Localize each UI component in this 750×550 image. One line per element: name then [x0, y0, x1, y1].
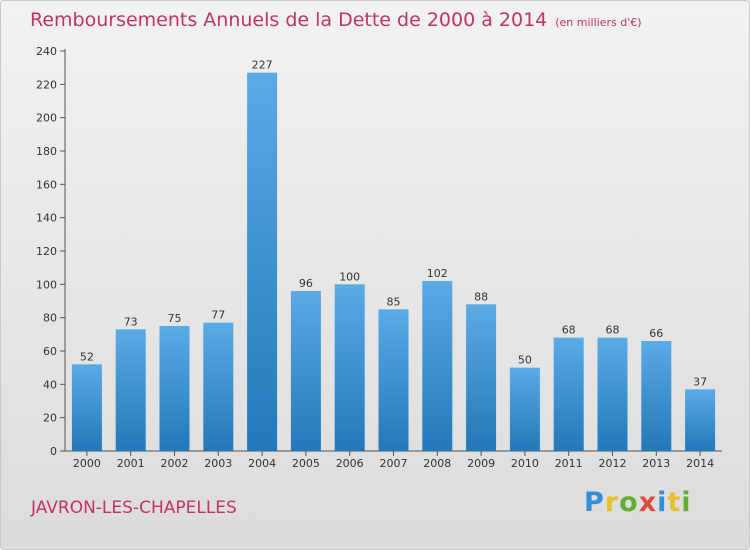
bar	[685, 389, 716, 451]
y-tick-label: 220	[36, 78, 57, 91]
bar	[422, 281, 453, 451]
x-tick-label: 2012	[599, 457, 627, 470]
bar	[71, 364, 102, 451]
bar	[247, 72, 278, 452]
municipality-name: JAVRON-LES-CHAPELLES	[31, 498, 237, 518]
y-tick-label: 60	[43, 345, 57, 358]
data-label: 37	[693, 375, 707, 388]
bar	[641, 341, 672, 451]
data-label: 50	[518, 354, 532, 367]
bar	[159, 326, 190, 451]
x-tick-label: 2005	[292, 457, 320, 470]
chart-title: Remboursements Annuels de la Dette de 20…	[30, 9, 642, 31]
y-tick-label: 160	[36, 178, 57, 191]
x-tick-label: 2002	[161, 457, 189, 470]
x-tick-label: 2011	[555, 457, 583, 470]
x-tick-label: 2001	[117, 457, 145, 470]
y-tick-label: 200	[36, 112, 57, 125]
data-label: 88	[474, 290, 488, 303]
bar	[334, 284, 365, 451]
x-tick-label: 2014	[686, 457, 714, 470]
proxiti-logo: Proxiti	[584, 487, 692, 518]
data-label: 96	[299, 277, 313, 290]
data-label: 100	[339, 270, 360, 283]
data-label: 77	[211, 309, 225, 322]
data-label: 52	[80, 350, 94, 363]
x-tick-label: 2008	[423, 457, 451, 470]
bar	[203, 322, 234, 451]
y-tick-label: 80	[43, 312, 57, 325]
data-label: 227	[252, 59, 273, 72]
x-tick-label: 2003	[204, 457, 232, 470]
bar	[509, 367, 540, 451]
data-label: 73	[124, 315, 138, 328]
x-tick-label: 2007	[380, 457, 408, 470]
y-tick-label: 20	[43, 412, 57, 425]
bar	[597, 337, 628, 451]
bar	[466, 304, 497, 451]
bar	[290, 291, 321, 451]
data-label: 85	[387, 295, 401, 308]
y-tick-label: 100	[36, 278, 57, 291]
x-tick-label: 2009	[467, 457, 495, 470]
chart-bars: 52 73 75 77 227 96 100 85 102 88 50 68 68 66 37	[71, 59, 716, 452]
data-label: 68	[606, 324, 620, 337]
y-tick-label: 140	[36, 212, 57, 225]
bar	[553, 337, 584, 451]
chart-title-text: Remboursements Annuels de la Dette de 20…	[30, 9, 548, 31]
y-tick-label: 40	[43, 378, 57, 391]
x-tick-label: 2010	[511, 457, 539, 470]
x-tick-label: 2000	[73, 457, 101, 470]
x-tick-label: 2004	[248, 457, 276, 470]
x-tick-label: 2013	[642, 457, 670, 470]
data-label: 102	[427, 267, 448, 280]
data-label: 68	[562, 324, 576, 337]
y-tick-label: 0	[50, 445, 57, 458]
y-tick-label: 180	[36, 145, 57, 158]
y-tick-label: 120	[36, 245, 57, 258]
bar	[378, 309, 409, 451]
x-tick-label: 2006	[336, 457, 364, 470]
y-tick-label: 240	[36, 45, 57, 58]
data-label: 75	[168, 312, 182, 325]
data-label: 66	[649, 327, 663, 340]
bar	[115, 329, 146, 451]
chart-unit: (en milliers d'€)	[555, 16, 642, 29]
